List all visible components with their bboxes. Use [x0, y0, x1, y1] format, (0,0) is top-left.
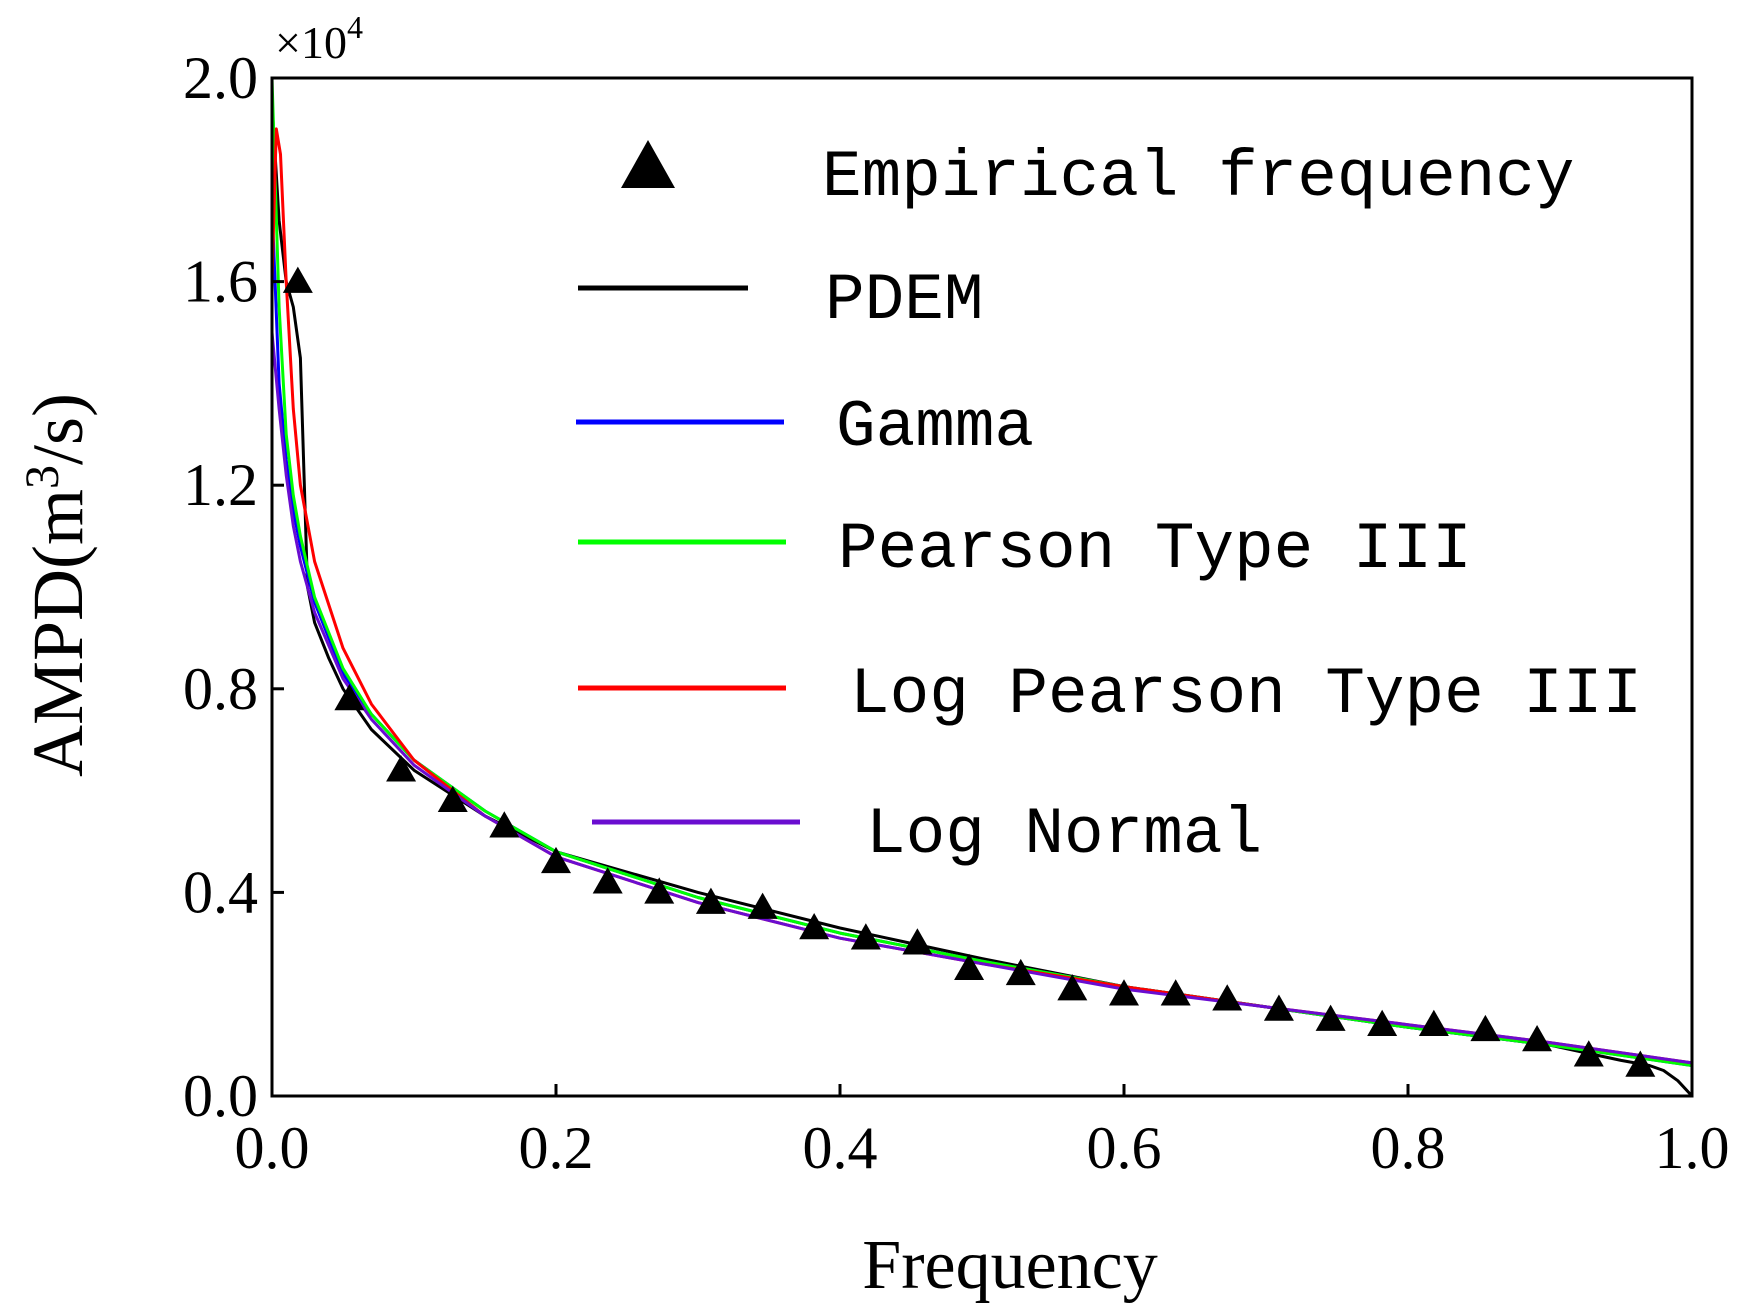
- empirical-point: [437, 785, 468, 813]
- empirical-point: [799, 913, 830, 940]
- legend-label-gamma: Gamma: [836, 390, 1034, 465]
- legend-label-log-pearson-iii: Log Pearson Type III: [850, 657, 1642, 732]
- plot-frame: [270, 76, 1694, 1098]
- empirical-point: [1522, 1025, 1553, 1052]
- y-tick-label: 1.6: [183, 249, 258, 315]
- legend-entry-empirical: Empirical frequency: [621, 140, 1575, 215]
- legend-marker-empirical: [621, 140, 675, 188]
- x-tick-label: 0.2: [519, 1115, 594, 1181]
- x-axis-title: Frequency: [862, 1227, 1157, 1304]
- y-tick-label: 0.0: [183, 1063, 258, 1129]
- empirical-point: [1212, 984, 1243, 1011]
- empirical-point: [695, 887, 726, 914]
- empirical-point: [1573, 1040, 1604, 1067]
- x-tick-label: 0.6: [1087, 1115, 1162, 1181]
- empirical-point: [1263, 994, 1294, 1021]
- empirical-point: [1625, 1050, 1656, 1077]
- tick-layer: 0.0 0.2 0.4 0.6 0.8 1.0 0.0 0.4 0.8 1.2 1.6 2.0: [183, 45, 1730, 1181]
- legend-label-log-normal: Log Normal: [866, 797, 1262, 872]
- empirical-point: [1160, 979, 1191, 1006]
- legend-label-empirical: Empirical frequency: [822, 140, 1575, 215]
- empirical-point: [1315, 1004, 1346, 1031]
- y-tick-label: 0.8: [183, 656, 258, 722]
- x-tick-label: 1.0: [1655, 1115, 1730, 1181]
- empirical-point: [954, 953, 985, 980]
- legend-entry-pdem: PDEM: [578, 263, 983, 338]
- empirical-point: [282, 266, 313, 293]
- empirical-point: [902, 928, 933, 955]
- legend-entry-log-pearson-iii: Log Pearson Type III: [578, 657, 1642, 732]
- empirical-point: [1109, 979, 1139, 1006]
- marker-layer: [282, 266, 1656, 1077]
- empirical-point: [747, 892, 778, 919]
- legend-entry-gamma: Gamma: [576, 390, 1034, 465]
- empirical-point: [386, 755, 417, 782]
- empirical-point: [644, 877, 675, 904]
- x-tick-label: 0.8: [1371, 1115, 1446, 1181]
- empirical-point: [1367, 1009, 1398, 1036]
- y-tick-label: 0.4: [183, 859, 258, 925]
- x-tick-label: 0.4: [803, 1115, 878, 1181]
- empirical-point: [1418, 1009, 1449, 1036]
- y-multiplier: ×104: [275, 9, 363, 68]
- y-axis-title: AMPD(m3/s): [16, 393, 98, 777]
- empirical-point: [541, 846, 571, 874]
- y-tick-label: 2.0: [183, 45, 258, 111]
- x-tick-label: 0.0: [235, 1115, 310, 1181]
- empirical-point: [592, 867, 623, 894]
- empirical-point: [1005, 958, 1036, 986]
- empirical-point: [334, 683, 365, 711]
- legend-entry-log-normal: Log Normal: [592, 797, 1262, 872]
- legend-entry-pearson-iii: Pearson Type III: [578, 512, 1472, 587]
- y-tick-label: 1.2: [183, 452, 258, 518]
- legend: Empirical frequency PDEM Gamma Pearson T…: [576, 140, 1642, 872]
- legend-label-pearson-iii: Pearson Type III: [838, 512, 1472, 587]
- legend-label-pdem: PDEM: [825, 263, 983, 338]
- empirical-point: [1057, 974, 1088, 1001]
- empirical-point: [489, 811, 520, 838]
- empirical-point: [1470, 1014, 1501, 1042]
- empirical-point: [850, 923, 881, 950]
